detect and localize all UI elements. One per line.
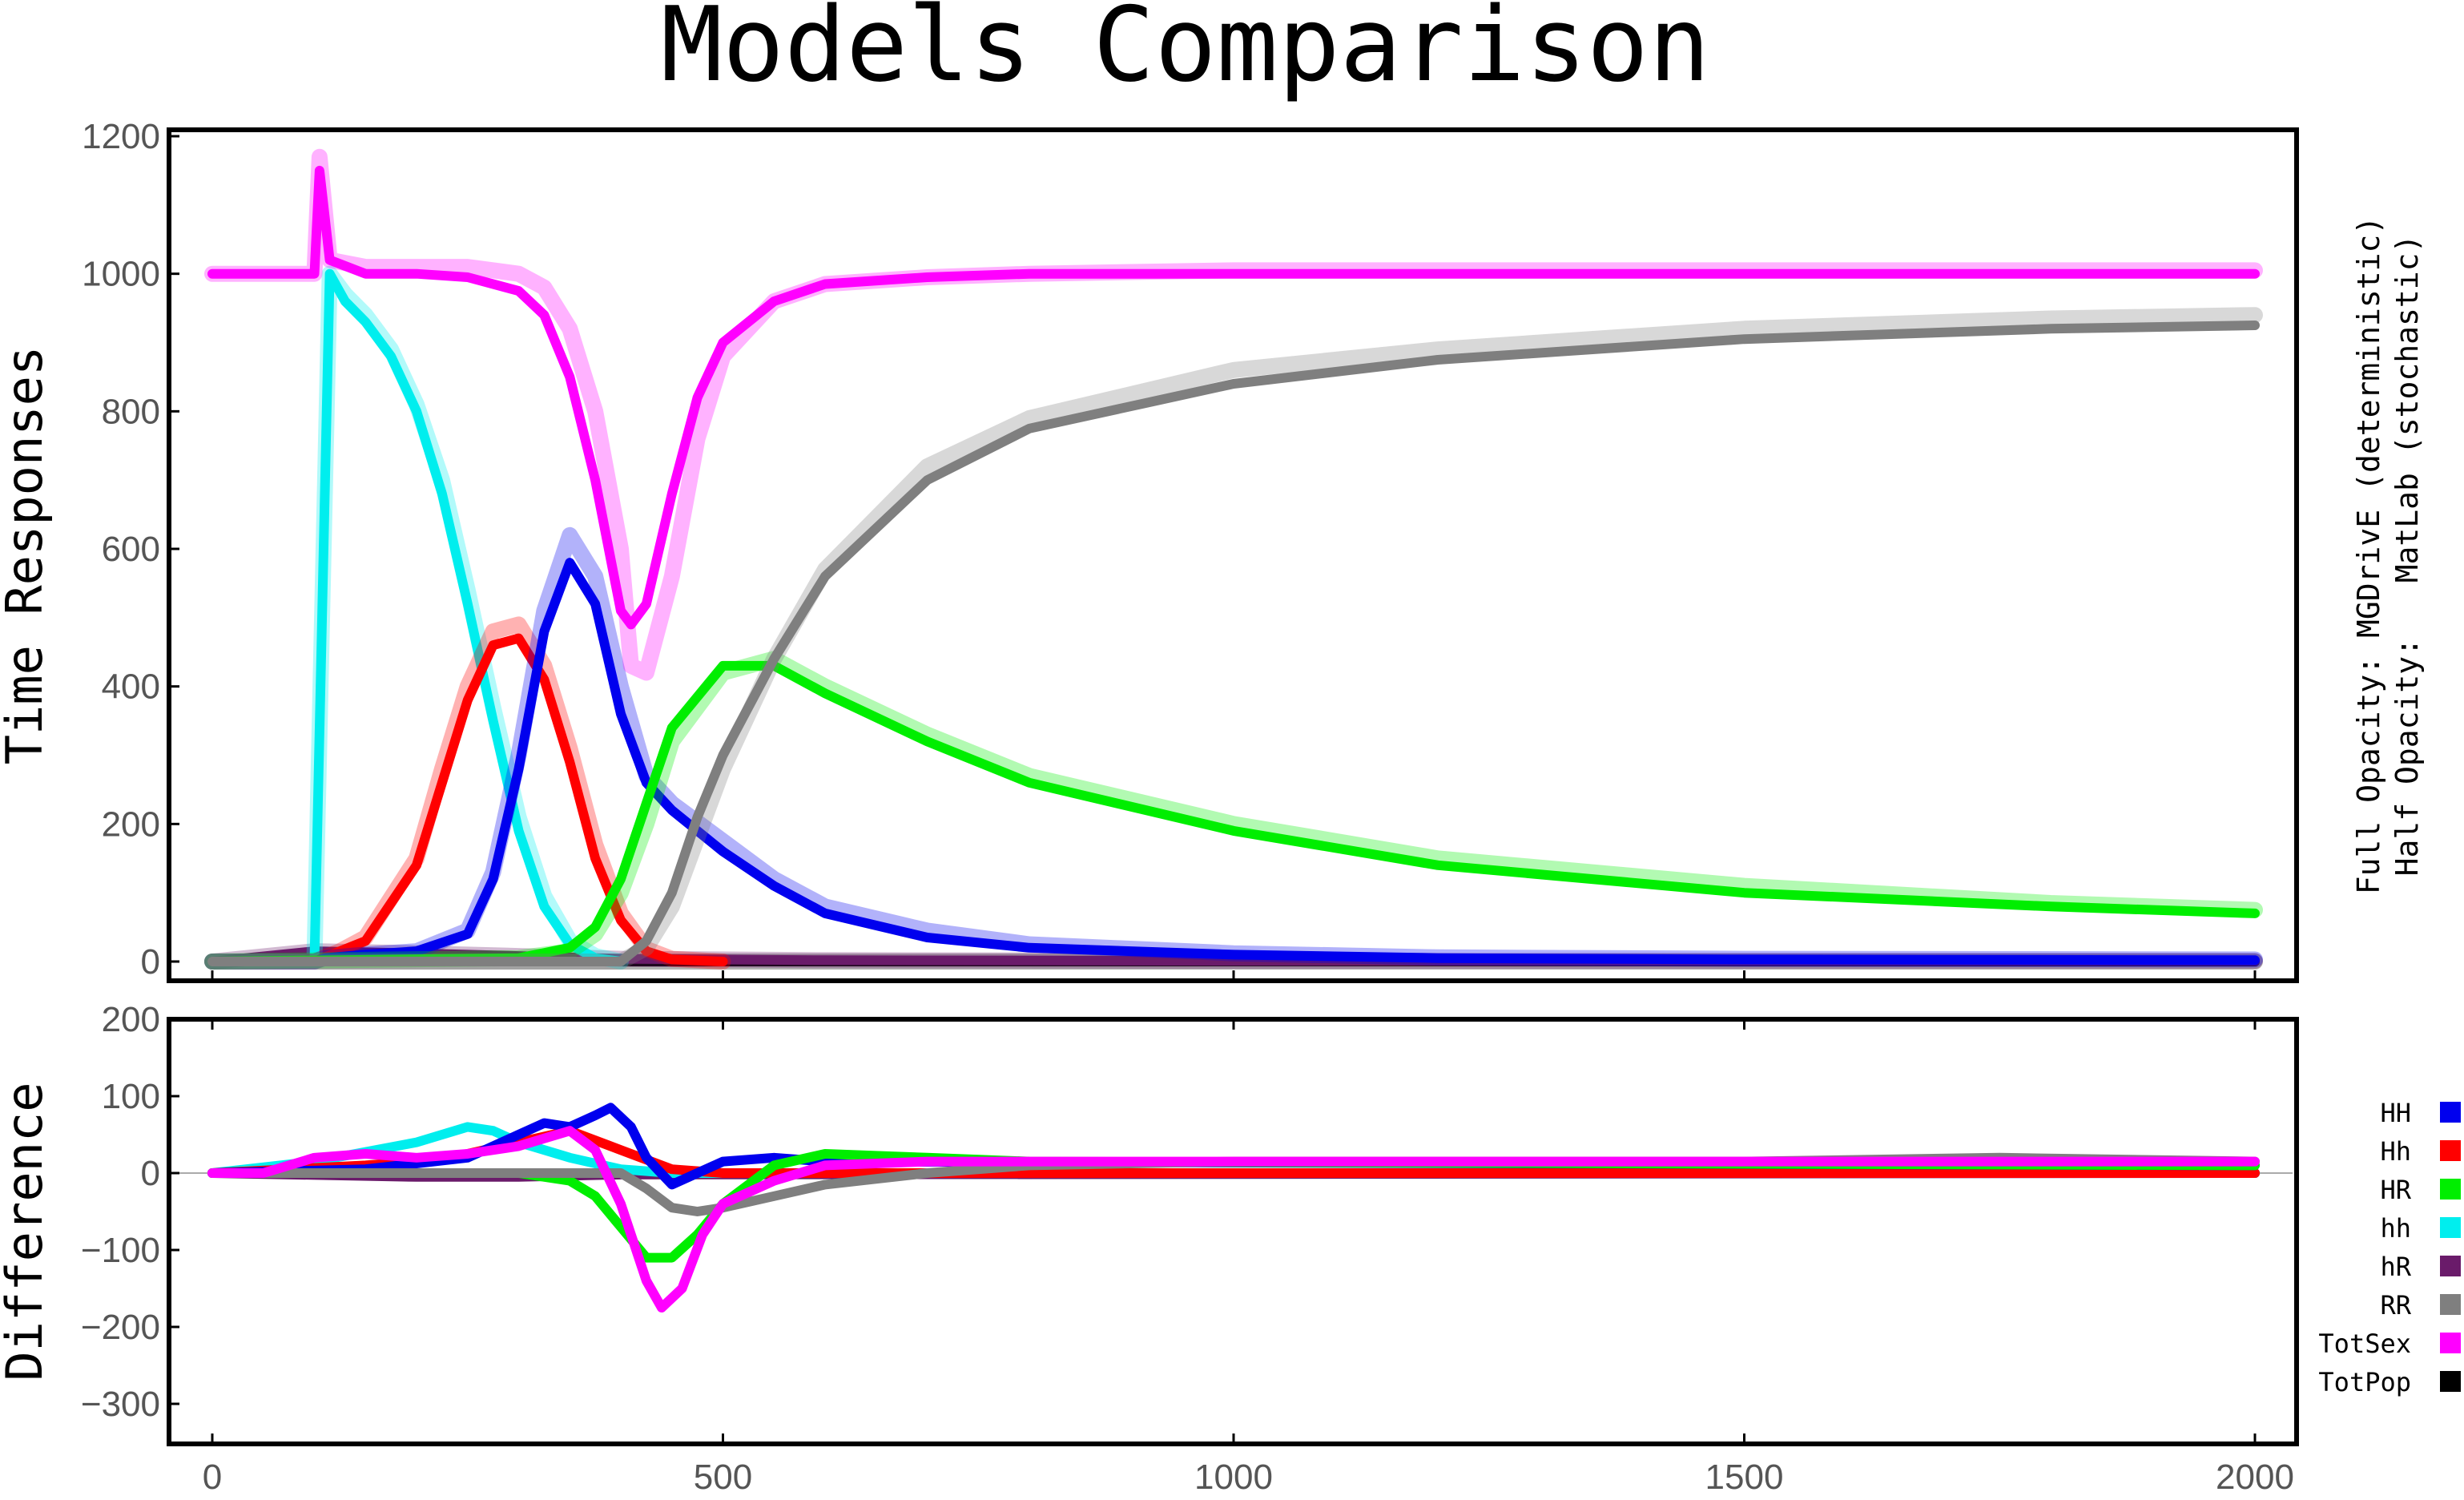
bottom-ytick-label: 100 bbox=[102, 1077, 160, 1116]
top-y-axis-label: Time Responses bbox=[0, 346, 54, 765]
legend-label-hR: hR bbox=[2380, 1252, 2411, 1282]
legend-label-hh: hh bbox=[2380, 1213, 2411, 1244]
legend-label-Hh: Hh bbox=[2380, 1136, 2411, 1167]
series-TotSex-stochastic bbox=[204, 148, 2263, 681]
legend-swatch-hh bbox=[2440, 1217, 2461, 1238]
legend-label-TotSex: TotSex bbox=[2318, 1329, 2411, 1359]
legend-swatch-Hh bbox=[2440, 1140, 2461, 1161]
bottom-ytick-label: −200 bbox=[81, 1308, 160, 1347]
bottom-ytick-label: 200 bbox=[102, 1000, 160, 1039]
series-HH-deterministic bbox=[207, 558, 2260, 966]
top-ytick-label: 800 bbox=[102, 392, 160, 431]
difference-TotSex bbox=[207, 1126, 2260, 1312]
bottom-plot-series bbox=[173, 1103, 2293, 1312]
top-ytick-label: 200 bbox=[102, 804, 160, 844]
bottom-ytick-label: −100 bbox=[81, 1231, 160, 1270]
bottom-plot-frame bbox=[167, 1017, 2299, 1446]
bottom-ytick-label: −300 bbox=[81, 1385, 160, 1424]
xtick-label: 2000 bbox=[2216, 1458, 2294, 1497]
series-RR-deterministic bbox=[207, 321, 2260, 966]
bottom-ytick-label: 0 bbox=[141, 1154, 160, 1193]
series-TotSex-deterministic bbox=[207, 165, 2260, 630]
xtick-label: 500 bbox=[694, 1458, 752, 1497]
top-ytick-label: 600 bbox=[102, 530, 160, 569]
legend-swatch-HH bbox=[2440, 1102, 2461, 1123]
chart-title: Models Comparison bbox=[660, 0, 1711, 105]
legend: HH Hh HR hh hR RR TotSex TotPop bbox=[2318, 1098, 2461, 1397]
legend-swatch-TotPop bbox=[2440, 1371, 2461, 1392]
difference-HR bbox=[207, 1149, 2260, 1263]
legend-swatch-HR bbox=[2440, 1179, 2461, 1200]
series-hh-deterministic bbox=[207, 268, 626, 966]
legend-swatch-RR bbox=[2440, 1294, 2461, 1315]
legend-label-RR: RR bbox=[2380, 1290, 2411, 1321]
top-ytick-label: 1200 bbox=[82, 117, 160, 156]
legend-label-HH: HH bbox=[2380, 1098, 2411, 1128]
xtick-label: 1500 bbox=[1705, 1458, 1784, 1497]
top-ytick-label: 0 bbox=[141, 942, 160, 982]
top-ytick-label: 1000 bbox=[82, 255, 160, 294]
legend-swatch-TotSex bbox=[2440, 1333, 2461, 1353]
axis-ticks: 0 200 400 600 800 1000 1200 −300 −200 −100 0 100 200… bbox=[81, 117, 2294, 1497]
side-note-line1: Full Opacity: MGDrivE (deterministic) bbox=[2351, 216, 2386, 894]
legend-swatch-hR bbox=[2440, 1256, 2461, 1276]
top-ytick-label: 400 bbox=[102, 667, 160, 707]
top-plot-series bbox=[204, 148, 2263, 970]
xtick-label: 0 bbox=[203, 1458, 222, 1497]
side-note-line2: Half Opacity: MatLab (stochastic) bbox=[2390, 235, 2425, 877]
top-plot-frame bbox=[167, 127, 2299, 983]
legend-label-HR: HR bbox=[2380, 1175, 2411, 1205]
bottom-y-axis-label: Difference bbox=[0, 1082, 54, 1381]
series-Hh-deterministic bbox=[207, 633, 728, 966]
xtick-label: 1000 bbox=[1194, 1458, 1273, 1497]
legend-label-TotPop: TotPop bbox=[2318, 1367, 2411, 1397]
